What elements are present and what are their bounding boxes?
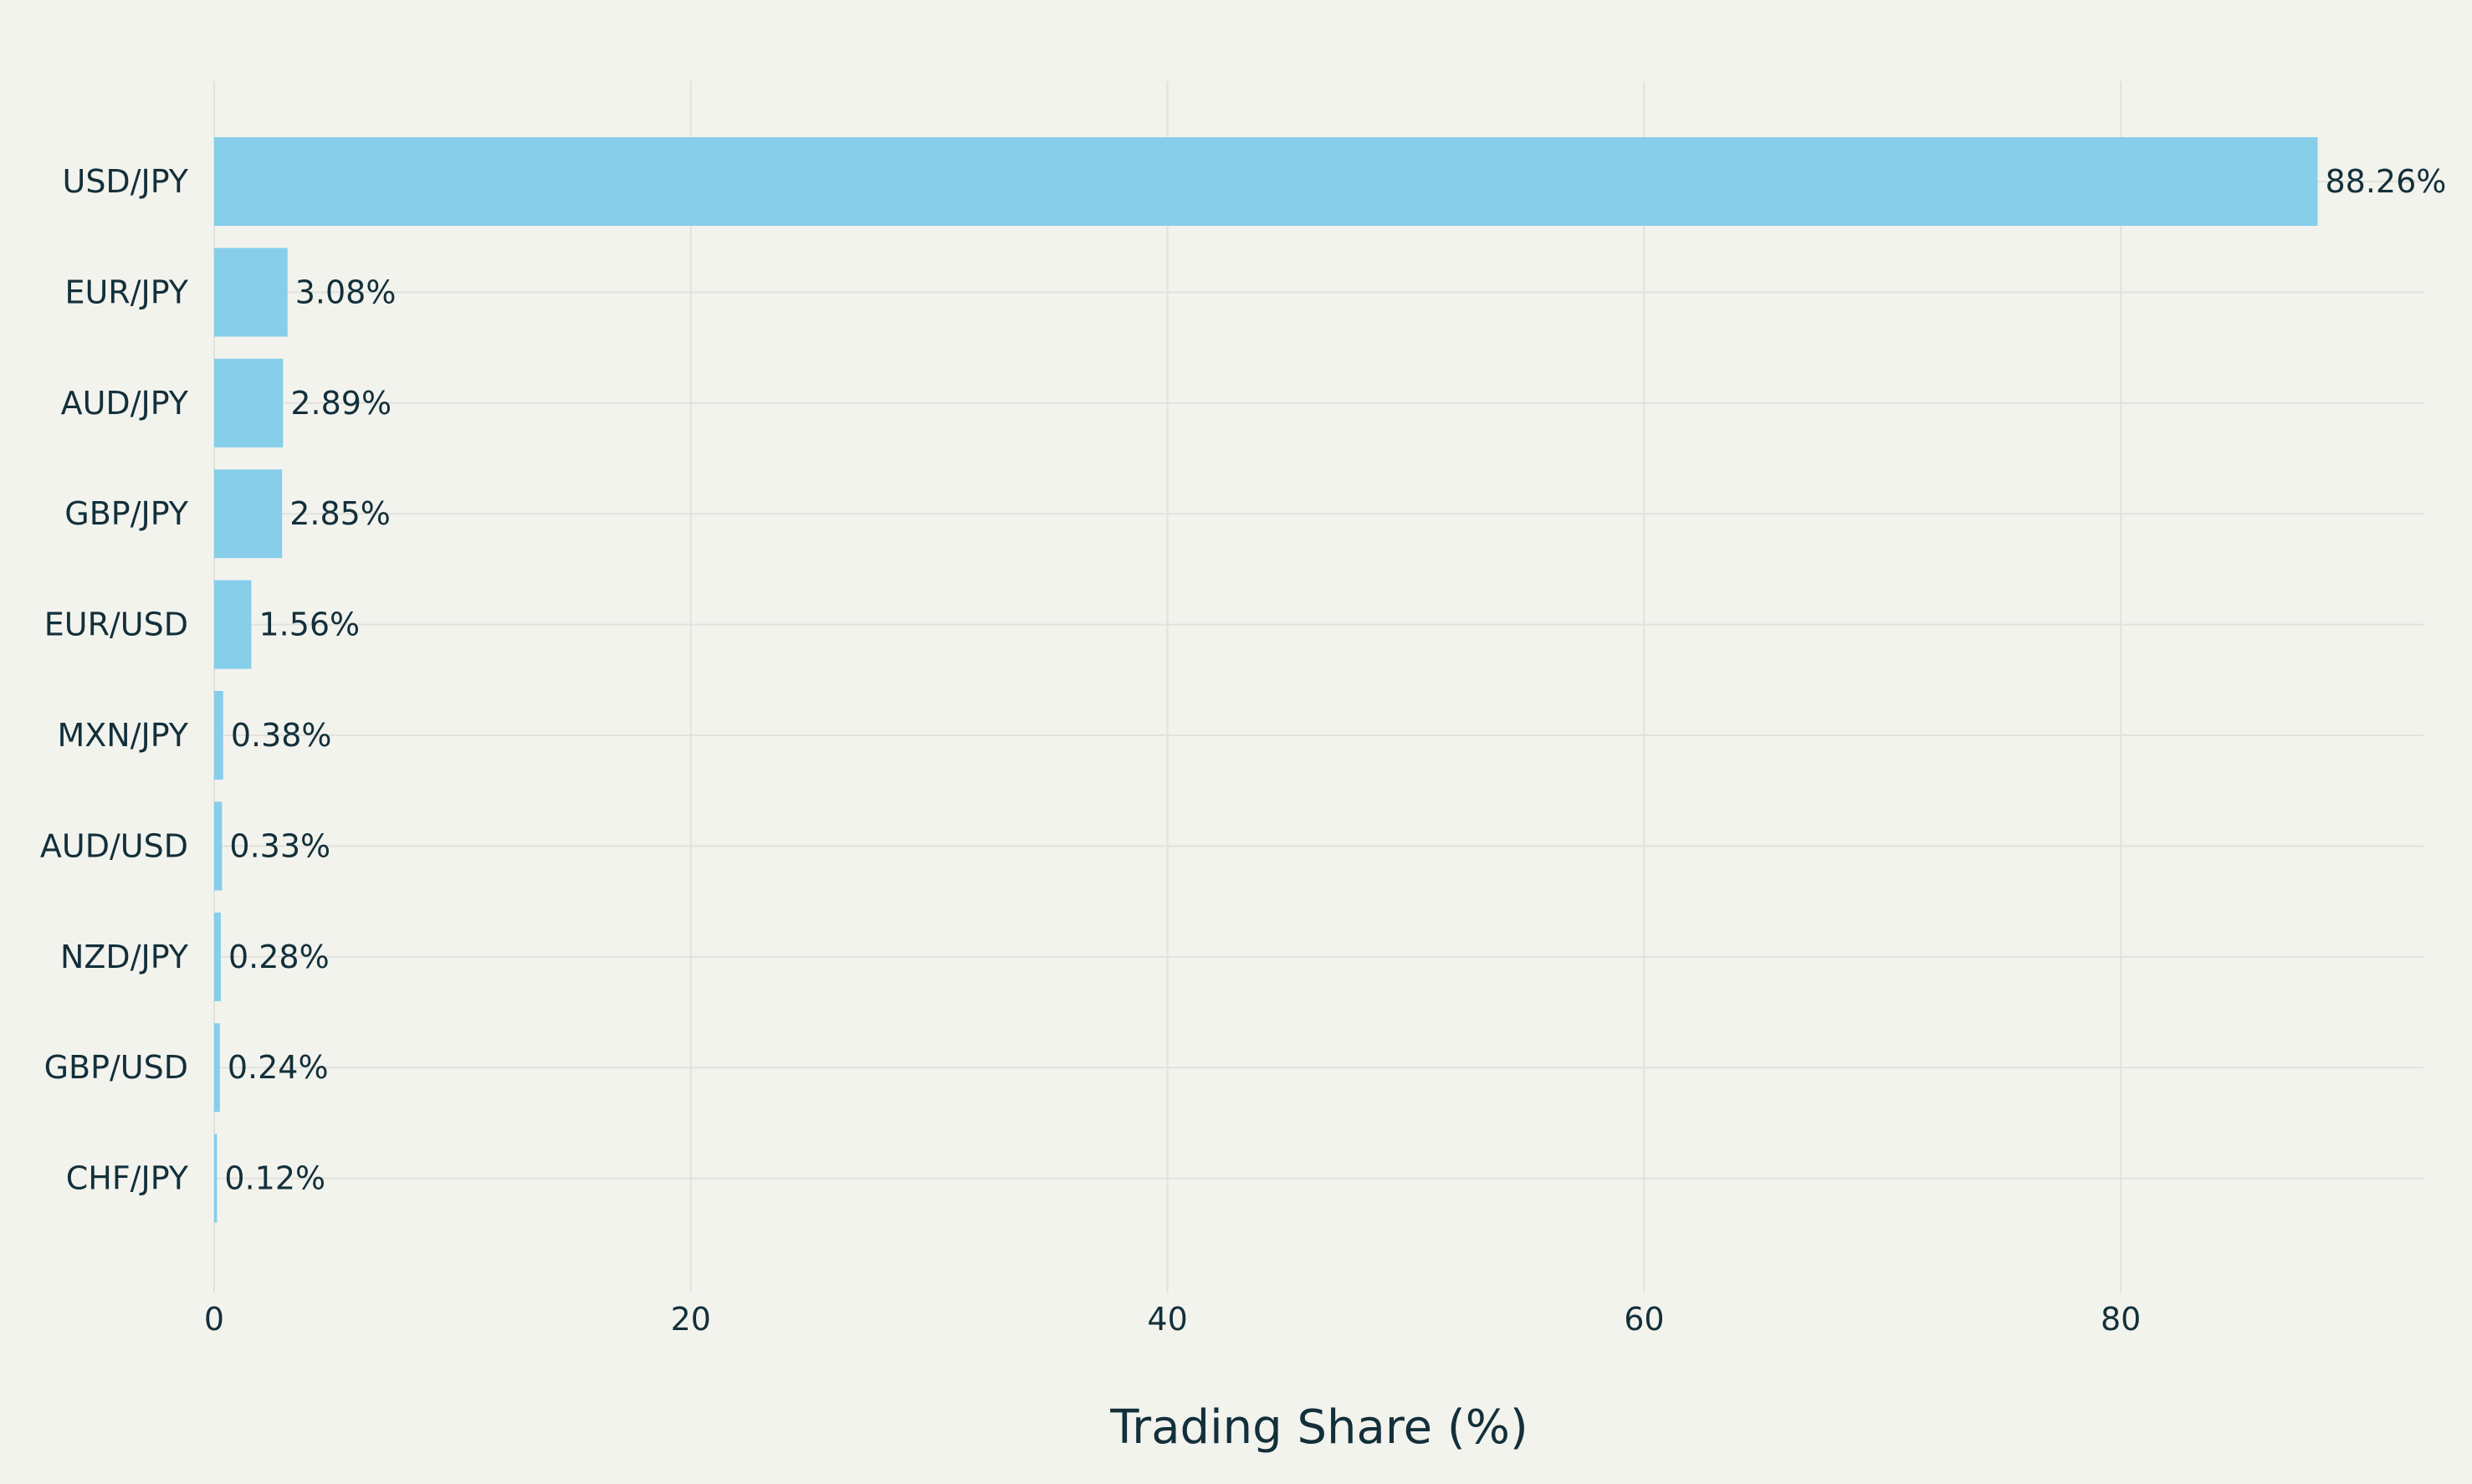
x-tick-label: 0: [204, 1301, 224, 1338]
category-label: EUR/JPY: [64, 274, 188, 310]
category-label: MXN/JPY: [57, 717, 188, 754]
bar-usd-jpy: [214, 137, 2318, 226]
grid-layer: [213, 81, 2423, 1292]
x-axis-title: Trading Share (%): [1109, 1400, 1528, 1455]
bar-gbp-jpy: [214, 469, 283, 559]
category-label: GBP/USD: [44, 1049, 188, 1086]
bar-eur-jpy: [214, 248, 288, 337]
value-label: 1.56%: [258, 606, 360, 643]
category-label: AUD/USD: [40, 827, 188, 864]
x-tick-label: 60: [1624, 1301, 1664, 1338]
label-layer: USD/JPY 88.26% EUR/JPY 3.08% AUD/JPY 2.89% GBP…: [40, 163, 2446, 1197]
bar-aud-usd: [214, 801, 223, 891]
value-label: 2.89%: [290, 385, 392, 422]
value-label: 88.26%: [2326, 163, 2447, 200]
value-label: 2.85%: [289, 495, 391, 532]
bar-eur-usd: [214, 580, 252, 669]
bar-gbp-usd: [214, 1023, 220, 1113]
bar-aud-jpy: [214, 358, 284, 448]
category-label: AUD/JPY: [61, 385, 189, 422]
category-label: NZD/JPY: [60, 939, 189, 975]
bar-chf-jpy: [214, 1133, 218, 1223]
value-label: 0.12%: [224, 1160, 325, 1197]
bar-mxn-jpy: [214, 691, 223, 780]
value-label: 0.28%: [228, 939, 330, 975]
x-tick-label: 40: [1147, 1301, 1187, 1338]
x-axis-ticks: 0 20 40 60 80: [204, 1301, 2141, 1338]
bar-nzd-jpy: [214, 912, 221, 1001]
value-label: 0.24%: [228, 1049, 329, 1086]
bar-layer: [214, 137, 2318, 1223]
x-tick-label: 20: [671, 1301, 711, 1338]
category-label: USD/JPY: [63, 163, 189, 200]
category-label: GBP/JPY: [64, 495, 189, 532]
value-label: 0.33%: [229, 827, 330, 864]
category-label: EUR/USD: [44, 606, 188, 643]
category-label: CHF/JPY: [66, 1160, 189, 1197]
value-label: 0.38%: [231, 717, 332, 754]
x-tick-label: 80: [2101, 1301, 2141, 1338]
value-label: 3.08%: [295, 274, 397, 310]
